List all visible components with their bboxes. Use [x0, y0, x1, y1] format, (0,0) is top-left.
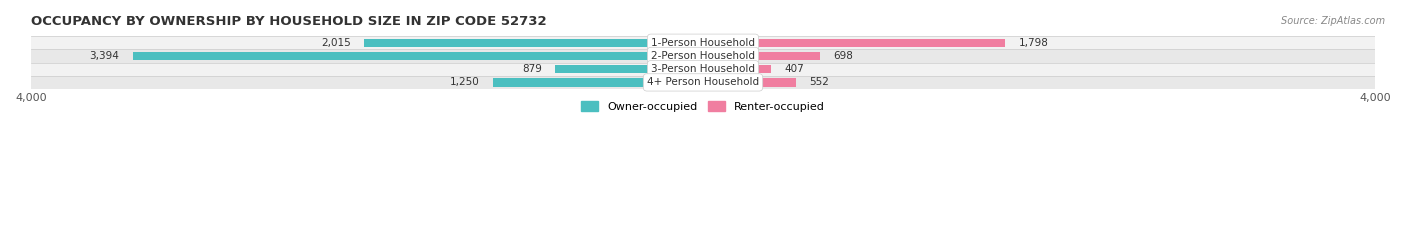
Text: 3,394: 3,394 — [90, 51, 120, 61]
Bar — [494, 78, 703, 86]
Text: 552: 552 — [810, 77, 830, 87]
Bar — [555, 65, 703, 73]
Bar — [364, 39, 703, 47]
Bar — [31, 36, 1375, 49]
Text: 698: 698 — [834, 51, 853, 61]
Text: 3-Person Household: 3-Person Household — [651, 64, 755, 74]
Bar — [31, 76, 1375, 89]
Bar — [703, 39, 1005, 47]
Text: 2,015: 2,015 — [321, 38, 352, 48]
Bar — [132, 52, 703, 60]
Bar — [703, 52, 820, 60]
Text: 1-Person Household: 1-Person Household — [651, 38, 755, 48]
Text: 4+ Person Household: 4+ Person Household — [647, 77, 759, 87]
Text: 879: 879 — [522, 64, 541, 74]
Text: 2-Person Household: 2-Person Household — [651, 51, 755, 61]
Text: OCCUPANCY BY OWNERSHIP BY HOUSEHOLD SIZE IN ZIP CODE 52732: OCCUPANCY BY OWNERSHIP BY HOUSEHOLD SIZE… — [31, 15, 547, 28]
Legend: Owner-occupied, Renter-occupied: Owner-occupied, Renter-occupied — [576, 97, 830, 116]
Text: 407: 407 — [785, 64, 804, 74]
Text: 1,798: 1,798 — [1018, 38, 1049, 48]
Bar — [31, 49, 1375, 63]
Bar — [703, 65, 772, 73]
Text: Source: ZipAtlas.com: Source: ZipAtlas.com — [1281, 16, 1385, 26]
Bar — [31, 63, 1375, 76]
Text: 1,250: 1,250 — [450, 77, 479, 87]
Bar — [703, 78, 796, 86]
